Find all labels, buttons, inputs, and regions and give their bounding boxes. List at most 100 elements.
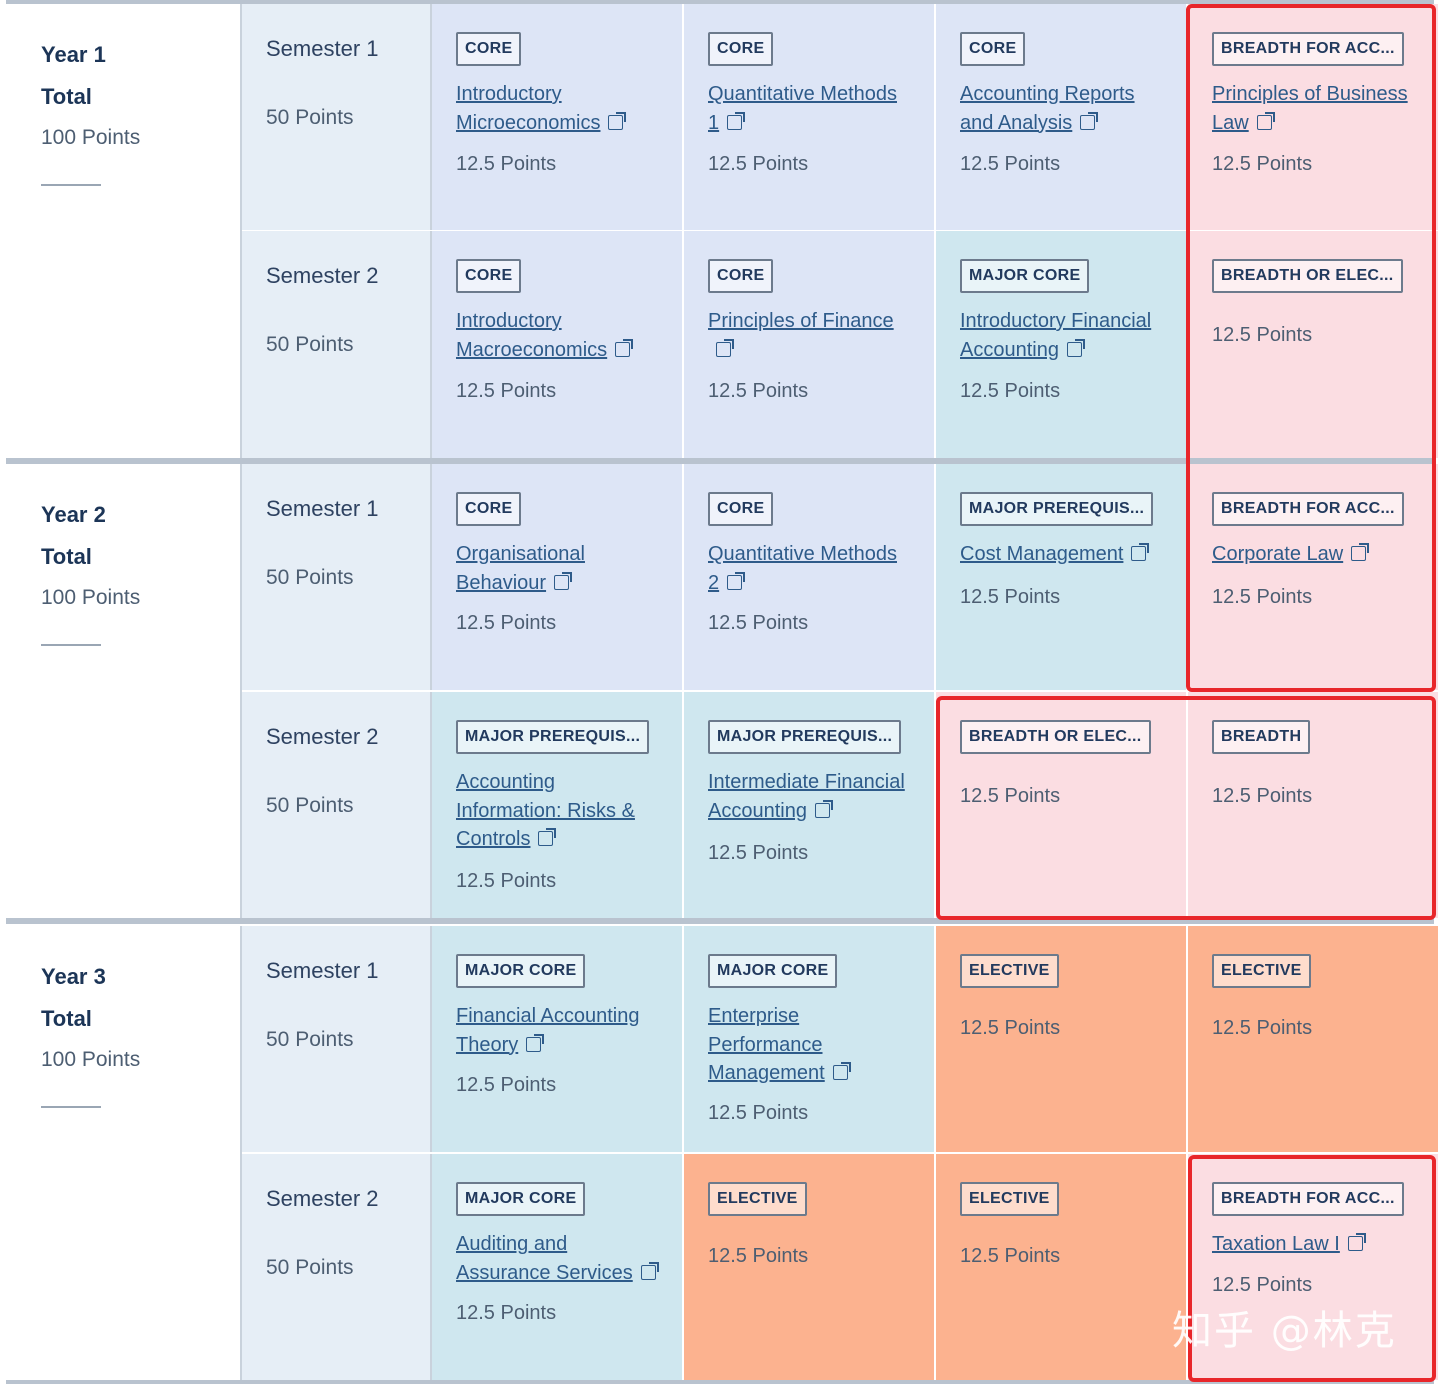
subject-link[interactable]: Principles of Finance <box>708 307 908 364</box>
subject-cell: ELECTIVE 12.5 Points <box>936 926 1186 1152</box>
watermark: 知乎 @林克 <box>1172 1308 1397 1354</box>
semester-row-header: Semester 2 50 Points <box>242 692 430 918</box>
semester-label: Semester 1 <box>266 958 379 983</box>
subject-type-badge: ELECTIVE <box>1212 954 1311 988</box>
external-link-icon <box>538 828 557 846</box>
subject-cell: BREADTH FOR ACC... Corporate Law 12.5 Poin… <box>1188 464 1438 690</box>
subject-link[interactable]: Accounting Information: Risks & Controls <box>456 768 656 854</box>
subject-link[interactable]: Taxation Law I <box>1212 1230 1412 1259</box>
semester-row-header: Semester 1 50 Points <box>242 464 430 690</box>
subject-name: Organisational Behaviour <box>456 543 585 594</box>
semester-label: Semester 2 <box>266 1186 379 1211</box>
subject-name: Accounting Reports and Analysis <box>960 83 1135 134</box>
subject-cell: ELECTIVE 12.5 Points <box>684 1154 934 1380</box>
subject-link[interactable]: Quantitative Methods 2 <box>708 540 908 597</box>
subject-cell: CORE Accounting Reports and Analysis 12.5 … <box>936 4 1186 230</box>
semester-points: 50 Points <box>266 794 354 817</box>
semester-points: 50 Points <box>266 333 354 356</box>
subject-link[interactable]: Auditing and Assurance Services <box>456 1230 659 1287</box>
year-label: Year 1 <box>41 42 106 67</box>
semester-row-header: Semester 2 50 Points <box>242 1154 430 1380</box>
year-label: Year 3 <box>41 964 106 989</box>
semester-gap <box>242 690 1436 692</box>
subject-type-badge: MAJOR CORE <box>708 954 838 988</box>
external-link-icon <box>1256 111 1275 130</box>
row-separator <box>6 1380 1434 1384</box>
column-gap <box>934 4 936 458</box>
subject-type-badge: CORE <box>708 32 774 66</box>
semester-label: Semester 1 <box>266 496 379 521</box>
subject-name: Principles of Business Law <box>1212 83 1408 134</box>
subject-type-badge: BREADTH FOR ACC... <box>1212 1182 1404 1216</box>
column-divider <box>240 926 242 1380</box>
subject-link[interactable]: Intermediate Financial Accounting <box>708 768 908 825</box>
subject-points: 12.5 Points <box>1212 324 1313 346</box>
subject-name: Auditing and Assurance Services <box>456 1233 633 1284</box>
subject-name: Accounting Information: Risks & Controls <box>456 771 635 850</box>
subject-link[interactable]: Quantitative Methods 1 <box>708 80 908 137</box>
subject-points: 12.5 Points <box>456 870 557 892</box>
subject-points: 12.5 Points <box>1212 153 1313 175</box>
subject-type-badge: CORE <box>960 32 1026 66</box>
subject-link[interactable]: Introductory Financial Accounting <box>960 307 1160 364</box>
subject-type-badge: BREADTH OR ELEC... <box>960 720 1151 754</box>
subject-points: 12.5 Points <box>960 586 1061 608</box>
subject-points: 12.5 Points <box>960 1017 1061 1039</box>
year-divider <box>41 1106 101 1108</box>
subject-link[interactable]: Enterprise Performance Management <box>708 1002 908 1088</box>
external-link-icon <box>640 1261 659 1280</box>
subject-name: Introductory Macroeconomics <box>456 310 608 361</box>
subject-type-badge: CORE <box>708 492 774 526</box>
column-gap <box>1186 4 1188 458</box>
subject-cell: BREADTH OR ELEC... 12.5 Points <box>936 692 1186 918</box>
external-link-icon <box>1080 111 1099 130</box>
subject-points: 12.5 Points <box>1212 785 1313 807</box>
subject-cell: ELECTIVE 12.5 Points <box>1188 926 1438 1152</box>
subject-type-badge: MAJOR CORE <box>960 259 1090 293</box>
subject-type-badge: MAJOR CORE <box>456 954 586 988</box>
semester-row-header: Semester 2 50 Points <box>242 231 430 458</box>
subject-link[interactable]: Organisational Behaviour <box>456 540 656 597</box>
column-divider <box>240 464 242 918</box>
subject-link[interactable]: Financial Accounting Theory <box>456 1002 656 1059</box>
subject-points: 12.5 Points <box>708 1245 809 1267</box>
semester-points: 50 Points <box>266 1028 354 1051</box>
subject-type-badge: CORE <box>456 259 522 293</box>
semester-gap <box>242 230 1436 231</box>
subject-type-badge: CORE <box>708 259 774 293</box>
subject-link[interactable]: Principles of Business Law <box>1212 80 1412 137</box>
subject-link[interactable]: Cost Management <box>960 540 1160 569</box>
column-gap <box>682 4 684 458</box>
subject-link[interactable]: Corporate Law <box>1212 540 1412 569</box>
subject-cell: MAJOR CORE Introductory Financial Account… <box>936 231 1186 458</box>
year-total-label: Total <box>41 1006 92 1031</box>
subject-points: 12.5 Points <box>960 153 1061 175</box>
subject-type-badge: CORE <box>456 492 522 526</box>
semester-row-header: Semester 1 50 Points <box>242 926 430 1152</box>
subject-cell: MAJOR PREREQUIS... Intermediate Financial… <box>684 692 934 918</box>
subject-cell: BREADTH FOR ACC... Principles of Business… <box>1188 4 1438 230</box>
external-link-icon <box>832 1062 851 1080</box>
semester-label: Semester 2 <box>266 724 379 749</box>
external-link-icon <box>814 799 833 818</box>
subject-name: Intermediate Financial Accounting <box>708 771 905 822</box>
column-divider <box>240 4 242 458</box>
subject-cell: CORE Quantitative Methods 2 12.5 Points <box>684 464 934 690</box>
subject-points: 12.5 Points <box>1212 1017 1313 1039</box>
external-link-icon <box>526 1033 545 1052</box>
year-total-label: Total <box>41 544 92 569</box>
subject-cell: CORE Organisational Behaviour 12.5 Points <box>432 464 682 690</box>
subject-points: 12.5 Points <box>456 612 557 634</box>
subject-link[interactable]: Accounting Reports and Analysis <box>960 80 1160 137</box>
subject-points: 12.5 Points <box>456 380 557 402</box>
subject-name: Corporate Law <box>1212 543 1344 565</box>
semester-points: 50 Points <box>266 106 354 129</box>
subject-cell: BREADTH 12.5 Points <box>1188 692 1438 918</box>
external-link-icon <box>615 338 634 357</box>
subject-link[interactable]: Introductory Macroeconomics <box>456 307 656 364</box>
year-total-points: 100 Points <box>41 126 141 149</box>
subject-link[interactable]: Introductory Microeconomics <box>456 80 656 137</box>
subject-points: 12.5 Points <box>960 1245 1061 1267</box>
subject-points: 12.5 Points <box>708 380 809 402</box>
